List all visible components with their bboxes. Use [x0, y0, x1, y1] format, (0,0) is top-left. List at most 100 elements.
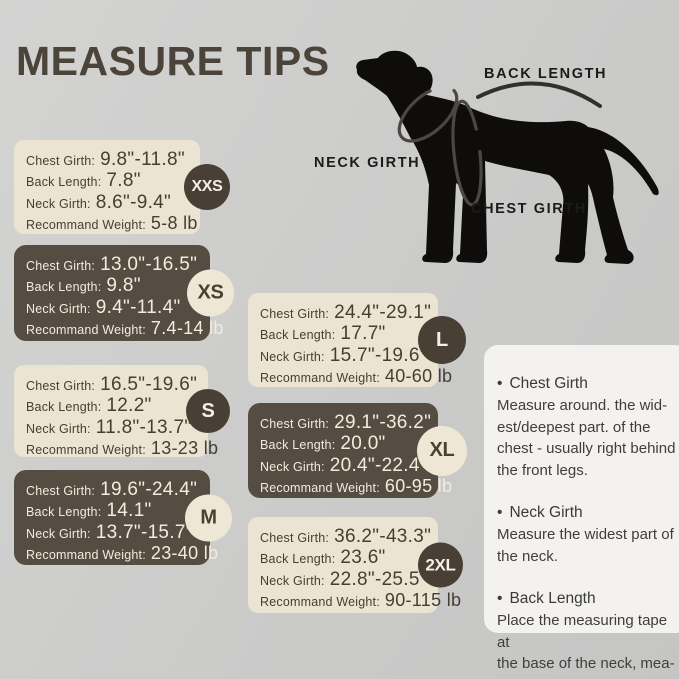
size-badge: S: [186, 389, 230, 433]
spec-row: Back Length: 17.7": [260, 323, 434, 344]
size-badge: M: [185, 494, 232, 541]
spec-label: Chest Girth:: [260, 531, 330, 545]
spec-label: Neck Girth:: [26, 526, 91, 541]
spec-row: Neck Girth: 11.8"-13.7": [26, 417, 204, 438]
spec-row: Back Length: 14.1": [26, 500, 206, 521]
tip-neck-girth: • Neck Girth Measure the widest part of t…: [497, 504, 676, 567]
spec-row: Recommand Weight: 5-8 lb: [26, 212, 198, 234]
page-title: MEASURE TIPS: [16, 38, 330, 84]
size-card-xl: Chest Girth: 29.1"-36.2" Back Length: 20.0…: [248, 403, 467, 498]
spec-row: Neck Girth: 15.7"-19.6": [260, 345, 434, 366]
spec-label: Chest Girth:: [26, 379, 96, 393]
tip-body: Place the measuring tape at the base of …: [497, 612, 675, 679]
spec-row: Chest Girth: 19.6"-24.4": [26, 479, 206, 500]
spec-value: 14.1": [106, 500, 152, 522]
spec-row: Chest Girth: 29.1"-36.2": [260, 412, 434, 433]
chest-girth-loop: [451, 99, 483, 207]
spec-value: 36.2"-43.3": [334, 526, 432, 547]
spec-value: 13.7"-15.7": [95, 521, 193, 543]
spec-value: 7.4-14 lb: [150, 317, 224, 338]
tip-heading-text: Back Length: [509, 590, 596, 607]
spec-rows: Chest Girth: 13.0"-16.5" Back Length: 9.8"…: [14, 245, 223, 339]
size-badge: XS: [187, 269, 234, 317]
spec-value: 60-95 lb: [384, 475, 453, 496]
neck-girth-label: NECK GIRTH: [314, 155, 421, 171]
spec-row: Neck Girth: 22.8"-25.5": [260, 569, 434, 590]
spec-value: 23.6": [340, 547, 386, 569]
back-length-arc: [476, 81, 602, 108]
spec-row: Chest Girth: 13.0"-16.5": [26, 254, 206, 275]
spec-label: Back Length:: [26, 505, 102, 520]
spec-rows: Chest Girth: 36.2"-43.3" Back Length: 23.6…: [248, 517, 461, 611]
spec-row: Recommand Weight: 23-40 lb: [26, 543, 218, 564]
spec-value: 40-60 lb: [384, 365, 453, 386]
spec-value: 13-23 lb: [150, 437, 219, 458]
spec-value: 23-40 lb: [150, 542, 219, 563]
spec-label: Recommand Weight:: [26, 547, 146, 562]
spec-label: Neck Girth:: [26, 301, 91, 316]
spec-row: Recommand Weight: 90-115 lb: [260, 590, 461, 611]
spec-row: Chest Girth: 9.8"-11.8": [26, 149, 196, 170]
spec-label: Recommand Weight:: [260, 370, 380, 385]
tip-chest-girth: • Chest Girth Measure around. the wid- es…: [497, 375, 676, 481]
spec-label: Recommand Weight:: [26, 217, 146, 232]
spec-row: Back Length: 7.8": [26, 170, 196, 191]
size-card-xs: Chest Girth: 13.0"-16.5" Back Length: 9.8"…: [14, 245, 234, 341]
spec-row: Recommand Weight: 13-23 lb: [26, 438, 218, 459]
spec-label: Back Length:: [26, 400, 102, 415]
spec-label: Neck Girth:: [26, 196, 91, 211]
spec-rows: Chest Girth: 24.4"-29.1" Back Length: 17.7…: [248, 293, 452, 387]
size-badge: XL: [417, 425, 467, 476]
spec-value: 16.5"-19.6": [100, 374, 198, 395]
spec-row: Recommand Weight: 7.4-14 lb: [26, 318, 223, 339]
size-badge: 2XL: [418, 542, 463, 588]
spec-value: 19.6"-24.4": [100, 479, 198, 500]
spec-value: 11.8"-13.7": [95, 416, 192, 438]
spec-label: Chest Girth:: [26, 484, 96, 498]
size-badge: XXS: [184, 164, 230, 210]
tip-heading: • Chest Girth: [497, 375, 676, 393]
bullet-icon: •: [497, 375, 503, 392]
dog-diagram-svg: [356, 50, 659, 264]
spec-value: 9.4"-11.4": [95, 296, 181, 318]
spec-label: Neck Girth:: [260, 573, 325, 588]
measuring-tips-panel: • Chest Girth Measure around. the wid- es…: [484, 345, 679, 679]
size-card-s: Chest Girth: 16.5"-19.6" Back Length: 12.2…: [14, 365, 230, 459]
size-badge: L: [418, 316, 466, 364]
spec-row: Back Length: 23.6": [260, 547, 434, 568]
spec-row: Neck Girth: 8.6"-9.4": [26, 192, 196, 213]
dog-measurement-diagram: [352, 48, 664, 268]
tip-heading: • Neck Girth: [497, 504, 676, 522]
tip-body: Measure the widest part of the neck.: [497, 526, 674, 565]
spec-label: Recommand Weight:: [260, 594, 380, 609]
spec-value: 5-8 lb: [150, 212, 198, 233]
spec-rows: Chest Girth: 29.1"-36.2" Back Length: 20.0…: [248, 403, 452, 497]
spec-label: Recommand Weight:: [26, 442, 146, 457]
spec-value: 7.8": [106, 170, 141, 192]
tip-heading-text: Chest Girth: [509, 375, 588, 392]
spec-label: Neck Girth:: [26, 421, 91, 436]
spec-label: Chest Girth:: [260, 417, 330, 431]
spec-value: 15.7"-19.6": [329, 344, 427, 366]
spec-value: 22.8"-25.5": [329, 568, 427, 590]
spec-value: 9.8": [106, 275, 141, 297]
spec-row: Neck Girth: 13.7"-15.7": [26, 522, 206, 543]
bullet-icon: •: [497, 590, 503, 607]
spec-value: 17.7": [340, 323, 386, 345]
spec-label: Back Length:: [260, 328, 336, 343]
spec-row: Recommand Weight: 60-95 lb: [260, 476, 452, 497]
spec-label: Neck Girth:: [260, 349, 325, 364]
size-card-l: Chest Girth: 24.4"-29.1" Back Length: 17.7…: [248, 293, 466, 387]
spec-row: Neck Girth: 20.4"-22.4": [260, 455, 434, 476]
tip-body: Measure around. the wid- est/deepest par…: [497, 397, 676, 479]
tip-back-length: • Back Length Place the measuring tape at…: [497, 590, 676, 679]
dog-silhouette: [356, 50, 659, 264]
neck-girth-loop: [397, 85, 459, 143]
spec-label: Back Length:: [260, 438, 336, 453]
spec-label: Recommand Weight:: [260, 480, 380, 495]
spec-label: Back Length:: [26, 175, 102, 190]
tip-heading-text: Neck Girth: [509, 504, 583, 521]
size-card-m: Chest Girth: 19.6"-24.4" Back Length: 14.1…: [14, 470, 232, 565]
spec-value: 9.8"-11.8": [100, 149, 185, 170]
